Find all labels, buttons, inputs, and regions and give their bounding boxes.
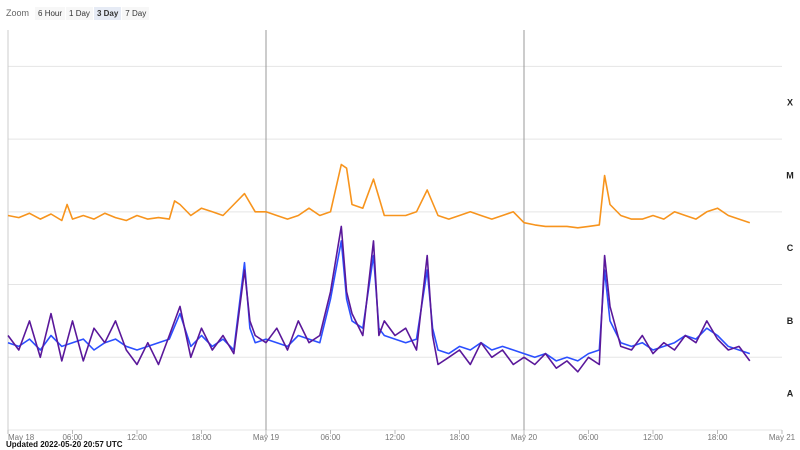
zoom-1-day-button[interactable]: 1 Day <box>66 6 93 20</box>
x-tick-label: 06:00 <box>320 433 341 442</box>
x-tick-label: May 19 <box>253 433 280 442</box>
x-tick-label: 12:00 <box>127 433 148 442</box>
purple-series-line <box>7 225 751 373</box>
x-tick-label: 12:00 <box>643 433 664 442</box>
flare-class-label-c: C <box>787 243 794 253</box>
x-tick-label: 18:00 <box>191 433 212 442</box>
flare-class-label-x: X <box>787 98 793 108</box>
x-tick-label: May 18 <box>8 433 35 442</box>
x-tick-label: 18:00 <box>707 433 728 442</box>
flare-class-label-b: B <box>787 316 794 326</box>
zoom-7-day-button[interactable]: 7 Day <box>122 6 150 20</box>
blue-series-line <box>7 240 751 362</box>
flare-class-label-a: A <box>787 389 794 399</box>
updated-timestamp: Updated 2022-05-20 20:57 UTC <box>6 440 123 449</box>
zoom-6-hour-button[interactable]: 6 Hour <box>35 6 66 20</box>
x-tick-label: 06:00 <box>578 433 599 442</box>
zoom-label: Zoom <box>6 8 30 18</box>
x-tick-label: 18:00 <box>449 433 470 442</box>
x-tick-label: 06:00 <box>62 433 83 442</box>
zoom-bar: Zoom 6 Hour 1 Day 3 Day 7 Day <box>6 4 150 22</box>
zoom-3-day-button[interactable]: 3 Day <box>93 6 122 20</box>
flare-class-label-m: M <box>786 170 794 180</box>
x-tick-label: 12:00 <box>385 433 406 442</box>
orange-series-line <box>7 163 751 229</box>
x-tick-label: May 20 <box>511 433 538 442</box>
x-tick-label: May 21 <box>769 433 796 442</box>
